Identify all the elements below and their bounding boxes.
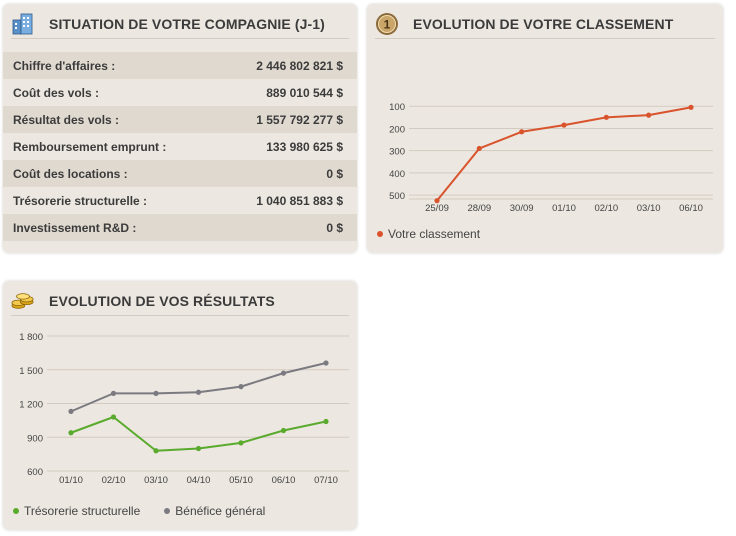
y-tick-label: 1 200 [19, 400, 43, 411]
legend-dot [377, 231, 383, 237]
gold-coins-icon [11, 289, 35, 313]
row-label: Résultat des vols : [13, 112, 120, 127]
y-tick-label: 100 [389, 102, 405, 113]
y-tick-label: 300 [389, 147, 405, 158]
data-point [519, 129, 525, 135]
x-tick-label: 01/10 [552, 203, 576, 214]
x-tick-label: 30/09 [510, 203, 534, 214]
row-label: Chiffre d'affaires : [13, 58, 116, 73]
table-row: Remboursement emprunt : 133 980 625 $ [3, 133, 357, 160]
classement-header: 1 EVOLUTION DE VOTRE CLASSEMENT [375, 10, 715, 39]
x-tick-label: 06/10 [272, 475, 296, 486]
row-value: 2 446 802 821 $ [256, 58, 343, 73]
x-tick-label: 05/10 [229, 475, 253, 486]
data-point [68, 408, 74, 414]
legend-label: Trésorerie structurelle [24, 504, 141, 518]
y-tick-label: 1 800 [19, 332, 43, 343]
building-icon [11, 12, 35, 36]
resultats-panel: EVOLUTION DE VOS RÉSULTATS 600 900 1 200 1 … [3, 281, 357, 530]
data-point [195, 389, 202, 395]
x-tick-label: 04/10 [187, 475, 211, 486]
data-point [476, 145, 482, 152]
data-point [110, 414, 117, 420]
row-label: Coût des vols : [13, 85, 100, 100]
svg-text:1: 1 [384, 18, 391, 32]
data-point [153, 390, 159, 396]
x-tick-label: 06/10 [679, 203, 703, 214]
table-row: Résultat des vols : 1 557 792 277 $ [3, 106, 357, 133]
data-point [238, 440, 244, 446]
data-point [603, 114, 609, 120]
situation-panel: SITUATION DE VOTRE COMPAGNIE (J-1) Chiff… [3, 4, 357, 253]
y-tick-label: 500 [389, 191, 405, 202]
legend-item: Trésorerie structurelle [13, 504, 140, 518]
legend-dot [164, 508, 171, 514]
x-tick-label: 07/10 [314, 475, 338, 486]
row-value: 889 010 544 $ [266, 85, 343, 100]
row-value: 1 040 851 883 $ [256, 193, 343, 208]
legend-item: Bénéfice général [164, 504, 265, 518]
row-value: 133 980 625 $ [266, 139, 343, 154]
row-label: Trésorerie structurelle : [13, 193, 148, 208]
x-tick-label: 02/10 [102, 475, 126, 486]
table-row: Coût des locations : 0 $ [3, 160, 357, 187]
data-point [280, 427, 287, 434]
legend-item: Votre classement [377, 227, 480, 241]
legend-label: Votre classement [388, 227, 481, 241]
data-point [238, 384, 244, 390]
data-point [646, 112, 652, 118]
resultats-legend: Trésorerie structurelle Bénéfice général [13, 504, 289, 518]
x-tick-label: 03/10 [144, 475, 168, 486]
legend-label: Bénéfice général [175, 504, 266, 518]
row-label: Coût des locations : [13, 166, 128, 181]
resultats-chart: 600 900 1 200 1 500 1 800 01/10 02/10 03/10 04/1… [19, 332, 349, 486]
rank-medal-icon: 1 [375, 12, 399, 36]
data-point [434, 198, 440, 204]
data-point [561, 122, 567, 128]
y-tick-label: 200 [389, 124, 405, 135]
legend-dot [13, 508, 19, 514]
classement-legend: Votre classement [377, 227, 504, 241]
table-row: Coût des vols : 889 010 544 $ [3, 79, 357, 106]
row-value: 0 $ [326, 166, 343, 181]
x-tick-label: 25/09 [425, 203, 449, 214]
data-point [688, 104, 694, 110]
data-point [323, 360, 329, 366]
x-tick-label: 02/10 [594, 203, 618, 214]
series-line [70, 416, 327, 452]
row-value: 1 557 792 277 $ [256, 112, 343, 127]
x-tick-label: 03/10 [637, 203, 661, 214]
table-row: Investissement R&D : 0 $ [3, 214, 357, 241]
classement-title: EVOLUTION DE VOTRE CLASSEMENT [413, 16, 674, 32]
table-row: Trésorerie structurelle : 1 040 851 883 … [3, 187, 357, 214]
data-point [68, 430, 74, 436]
row-label: Remboursement emprunt : [13, 139, 167, 154]
data-point [153, 448, 159, 454]
resultats-title: EVOLUTION DE VOS RÉSULTATS [49, 293, 275, 309]
classement-chart: 100 200 300 400 500 25/09 28/09 30/09 01/10 02/10… [389, 102, 713, 214]
data-point [280, 370, 287, 376]
series-line [436, 106, 692, 202]
data-point [323, 418, 329, 425]
table-row: Chiffre d'affaires : 2 446 802 821 $ [3, 52, 357, 79]
data-point [110, 390, 117, 396]
situation-header: SITUATION DE VOTRE COMPAGNIE (J-1) [11, 10, 349, 39]
x-tick-label: 01/10 [59, 475, 83, 486]
y-tick-label: 400 [389, 169, 405, 180]
y-tick-label: 1 500 [19, 366, 43, 377]
series-line [70, 362, 327, 413]
situation-table: Chiffre d'affaires : 2 446 802 821 $ Coû… [3, 52, 357, 241]
resultats-header: EVOLUTION DE VOS RÉSULTATS [11, 287, 349, 316]
data-point [195, 445, 202, 452]
y-tick-label: 600 [27, 467, 43, 478]
situation-title: SITUATION DE VOTRE COMPAGNIE (J-1) [49, 16, 325, 32]
row-value: 0 $ [326, 220, 343, 235]
row-label: Investissement R&D : [13, 220, 137, 235]
y-tick-label: 900 [27, 433, 43, 444]
classement-panel: 1 EVOLUTION DE VOTRE CLASSEMENT 100 200 30… [367, 4, 723, 253]
x-tick-label: 28/09 [467, 203, 491, 214]
